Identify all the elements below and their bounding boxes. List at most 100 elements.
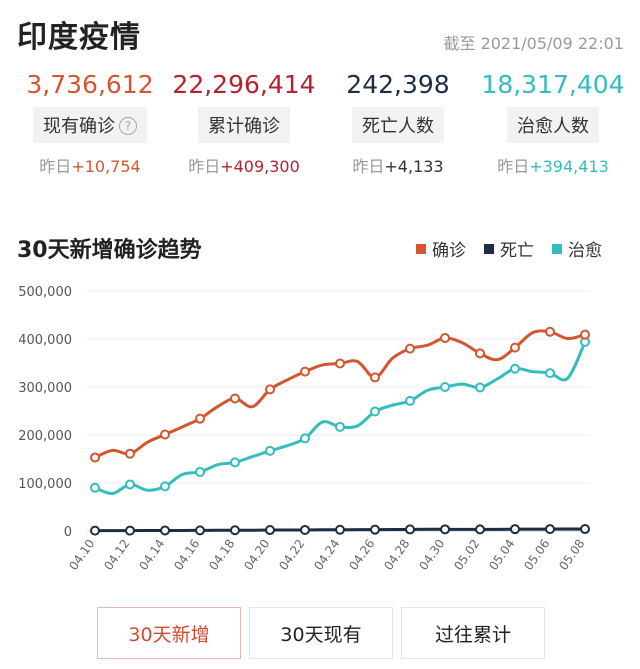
stat-label-text: 现有确诊 bbox=[43, 116, 115, 137]
data-point bbox=[405, 524, 415, 535]
delta-prefix: 昨日 bbox=[39, 157, 72, 176]
stat-delta: 昨日+394,413 bbox=[478, 153, 628, 177]
delta-value: +409,300 bbox=[220, 157, 300, 176]
x-tick-label: 05.04 bbox=[486, 537, 517, 573]
delta-value: +4,133 bbox=[384, 157, 444, 176]
data-point bbox=[580, 329, 590, 340]
data-point bbox=[195, 466, 205, 477]
y-tick-label: 300,000 bbox=[18, 381, 72, 396]
delta-prefix: 昨日 bbox=[188, 157, 221, 176]
x-tick-label: 04.24 bbox=[311, 537, 342, 573]
data-point bbox=[580, 524, 590, 535]
stat-total-confirmed: 22,296,414 累计确诊 昨日+409,300 bbox=[170, 70, 318, 177]
tab-bar: 30天新增 30天现有 过往累计 bbox=[97, 607, 545, 659]
data-point bbox=[90, 452, 100, 463]
data-point bbox=[265, 384, 275, 395]
legend-item-deaths[interactable]: 死亡 bbox=[484, 236, 534, 261]
timestamp: 截至 2021/05/09 22:01 bbox=[443, 34, 624, 53]
data-point bbox=[335, 421, 345, 432]
data-point bbox=[265, 445, 275, 456]
data-point bbox=[370, 524, 380, 535]
delta-prefix: 昨日 bbox=[497, 157, 530, 176]
data-point bbox=[510, 524, 520, 535]
legend-item-confirmed[interactable]: 确诊 bbox=[416, 236, 466, 261]
chart-title: 30天新增确诊趋势 bbox=[17, 238, 202, 263]
y-tick-label: 500,000 bbox=[18, 285, 72, 300]
stat-recovered: 18,317,404 治愈人数 昨日+394,413 bbox=[478, 70, 628, 177]
stat-delta: 昨日+10,754 bbox=[20, 153, 160, 177]
stat-label: 死亡人数 bbox=[352, 107, 444, 143]
stat-delta: 昨日+4,133 bbox=[330, 153, 466, 177]
stat-value: 22,296,414 bbox=[172, 70, 316, 99]
x-tick-label: 05.02 bbox=[451, 537, 482, 573]
data-point bbox=[510, 342, 520, 353]
stat-label: 现有确诊? bbox=[33, 107, 147, 143]
legend-label: 死亡 bbox=[500, 241, 534, 261]
data-point bbox=[125, 448, 135, 459]
stat-label: 累计确诊 bbox=[198, 107, 290, 143]
stat-current-confirmed: 3,736,612 现有确诊? 昨日+10,754 bbox=[20, 70, 160, 177]
data-point bbox=[545, 524, 555, 535]
legend-label: 确诊 bbox=[432, 241, 466, 261]
data-point bbox=[440, 333, 450, 344]
data-point bbox=[125, 525, 135, 536]
data-point bbox=[545, 368, 555, 379]
y-tick-label: 200,000 bbox=[18, 429, 72, 444]
data-point bbox=[300, 433, 310, 444]
x-tick-label: 04.30 bbox=[416, 537, 447, 573]
legend-label: 治愈 bbox=[568, 241, 602, 261]
data-point bbox=[335, 358, 345, 369]
x-tick-label: 04.16 bbox=[171, 537, 202, 573]
data-point bbox=[265, 525, 275, 536]
stat-value: 3,736,612 bbox=[26, 70, 154, 99]
data-point bbox=[405, 395, 415, 406]
y-tick-label: 0 bbox=[64, 525, 72, 540]
legend-item-recovered[interactable]: 治愈 bbox=[552, 236, 602, 261]
stat-value: 242,398 bbox=[346, 70, 450, 99]
data-point bbox=[195, 525, 205, 536]
data-point bbox=[405, 343, 415, 354]
data-point bbox=[90, 525, 100, 536]
x-tick-label: 04.10 bbox=[66, 537, 97, 573]
tab-30day-new[interactable]: 30天新增 bbox=[97, 607, 241, 659]
x-tick-label: 05.06 bbox=[521, 537, 552, 573]
data-point bbox=[440, 524, 450, 535]
y-tick-label: 100,000 bbox=[18, 477, 72, 492]
delta-prefix: 昨日 bbox=[352, 157, 385, 176]
data-point bbox=[475, 524, 485, 535]
data-point bbox=[440, 382, 450, 392]
x-tick-label: 05.08 bbox=[556, 537, 587, 573]
tab-30day-current[interactable]: 30天现有 bbox=[249, 607, 393, 659]
data-point bbox=[545, 326, 555, 337]
data-point bbox=[475, 382, 485, 393]
data-point bbox=[370, 372, 380, 383]
x-tick-label: 04.28 bbox=[381, 537, 412, 573]
data-point bbox=[230, 393, 240, 404]
data-point bbox=[510, 363, 520, 374]
data-point bbox=[195, 413, 205, 424]
x-tick-label: 04.22 bbox=[276, 537, 307, 573]
line-chart: 500,000400,000300,000200,000100,000004.1… bbox=[18, 285, 590, 573]
x-tick-label: 04.20 bbox=[241, 537, 272, 573]
x-tick-label: 04.18 bbox=[206, 537, 237, 573]
data-point bbox=[160, 429, 170, 440]
data-point bbox=[370, 406, 380, 417]
data-point bbox=[300, 366, 310, 377]
delta-value: +10,754 bbox=[71, 157, 141, 176]
chart-legend: 确诊 死亡 治愈 bbox=[416, 236, 602, 261]
x-tick-label: 04.12 bbox=[101, 537, 132, 573]
data-point bbox=[160, 525, 170, 536]
data-point bbox=[475, 348, 485, 359]
tab-historical-total[interactable]: 过往累计 bbox=[401, 607, 545, 659]
stat-deaths: 242,398 死亡人数 昨日+4,133 bbox=[330, 70, 466, 177]
legend-swatch bbox=[484, 243, 494, 254]
x-tick-label: 04.26 bbox=[346, 537, 377, 573]
data-point bbox=[90, 482, 100, 493]
data-point bbox=[230, 457, 240, 468]
legend-swatch bbox=[416, 243, 426, 254]
data-point bbox=[335, 524, 345, 535]
page-title: 印度疫情 bbox=[17, 20, 141, 55]
question-circle-icon[interactable]: ? bbox=[119, 117, 137, 135]
data-point bbox=[160, 481, 170, 492]
stat-value: 18,317,404 bbox=[481, 70, 625, 99]
